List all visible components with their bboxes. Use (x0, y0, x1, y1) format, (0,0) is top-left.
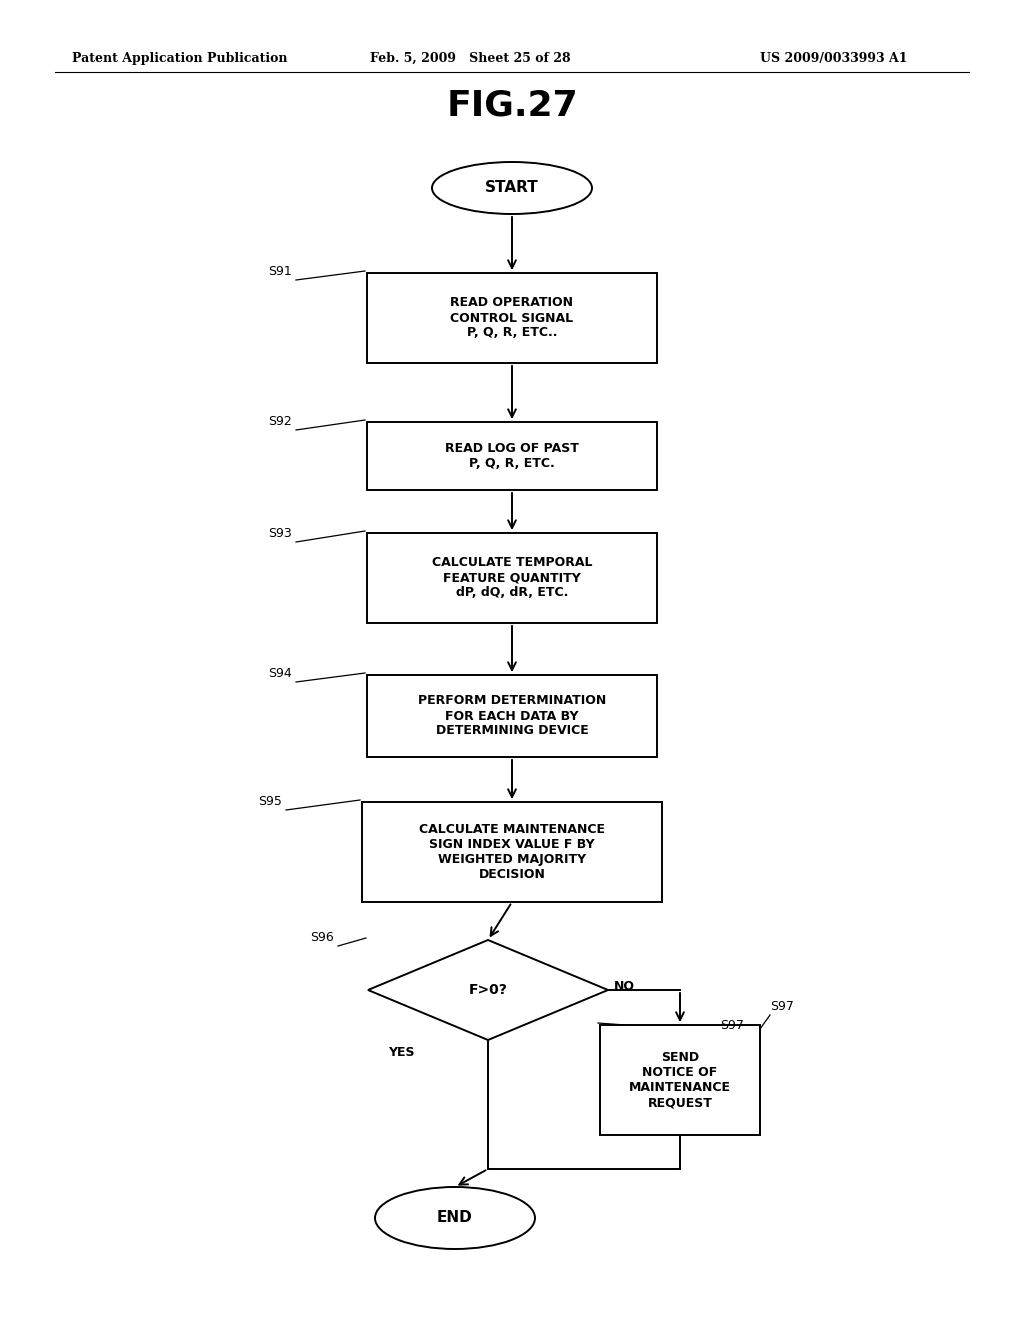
Text: S91: S91 (268, 265, 292, 279)
Text: END: END (437, 1210, 473, 1225)
Text: F>0?: F>0? (469, 983, 508, 997)
Bar (367, 273, 657, 363)
Text: S97: S97 (720, 1019, 743, 1032)
Bar (600, 1026, 760, 1135)
Text: NO: NO (614, 979, 635, 993)
Text: S96: S96 (310, 931, 334, 944)
Text: S95: S95 (258, 795, 282, 808)
Text: S92: S92 (268, 414, 292, 428)
Text: Patent Application Publication: Patent Application Publication (72, 51, 288, 65)
Text: S97: S97 (770, 1001, 794, 1012)
Text: CALCULATE TEMPORAL
FEATURE QUANTITY
dP, dQ, dR, ETC.: CALCULATE TEMPORAL FEATURE QUANTITY dP, … (432, 557, 592, 599)
Text: S94: S94 (268, 667, 292, 680)
Text: FIG.27: FIG.27 (446, 88, 578, 121)
Bar (362, 803, 662, 902)
Text: CALCULATE MAINTENANCE
SIGN INDEX VALUE F BY
WEIGHTED MAJORITY
DECISION: CALCULATE MAINTENANCE SIGN INDEX VALUE F… (419, 822, 605, 880)
Text: READ LOG OF PAST
P, Q, R, ETC.: READ LOG OF PAST P, Q, R, ETC. (445, 442, 579, 470)
Text: Feb. 5, 2009   Sheet 25 of 28: Feb. 5, 2009 Sheet 25 of 28 (370, 51, 570, 65)
Ellipse shape (375, 1187, 535, 1249)
Text: SEND
NOTICE OF
MAINTENANCE
REQUEST: SEND NOTICE OF MAINTENANCE REQUEST (629, 1051, 731, 1109)
Polygon shape (368, 940, 608, 1040)
Bar (367, 675, 657, 756)
Text: PERFORM DETERMINATION
FOR EACH DATA BY
DETERMINING DEVICE: PERFORM DETERMINATION FOR EACH DATA BY D… (418, 694, 606, 738)
Text: READ OPERATION
CONTROL SIGNAL
P, Q, R, ETC..: READ OPERATION CONTROL SIGNAL P, Q, R, E… (451, 297, 573, 339)
Text: START: START (485, 181, 539, 195)
Bar (367, 533, 657, 623)
Text: US 2009/0033993 A1: US 2009/0033993 A1 (760, 51, 907, 65)
Text: S93: S93 (268, 527, 292, 540)
Ellipse shape (432, 162, 592, 214)
Text: YES: YES (388, 1045, 415, 1059)
Bar (367, 422, 657, 490)
